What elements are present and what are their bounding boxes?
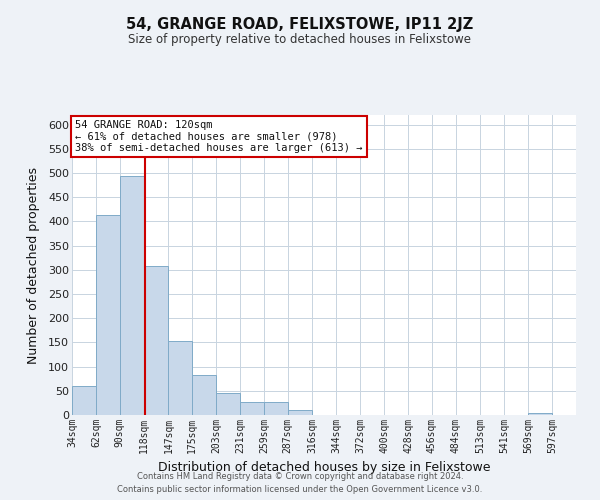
Bar xyxy=(240,402,264,415)
Bar xyxy=(288,410,313,415)
Bar xyxy=(528,412,552,415)
X-axis label: Distribution of detached houses by size in Felixstowe: Distribution of detached houses by size … xyxy=(158,462,490,474)
Bar xyxy=(192,375,216,415)
Text: Contains public sector information licensed under the Open Government Licence v3: Contains public sector information licen… xyxy=(118,485,482,494)
Bar xyxy=(169,342,192,415)
Bar xyxy=(143,266,169,415)
Bar xyxy=(264,402,288,415)
Text: 54, GRANGE ROAD, FELIXSTOWE, IP11 2JZ: 54, GRANGE ROAD, FELIXSTOWE, IP11 2JZ xyxy=(127,18,473,32)
Text: Size of property relative to detached houses in Felixstowe: Size of property relative to detached ho… xyxy=(128,32,472,46)
Y-axis label: Number of detached properties: Number of detached properties xyxy=(27,166,40,364)
Text: Contains HM Land Registry data © Crown copyright and database right 2024.: Contains HM Land Registry data © Crown c… xyxy=(137,472,463,481)
Bar xyxy=(216,392,240,415)
Bar xyxy=(72,386,96,415)
Bar xyxy=(120,176,143,415)
Bar xyxy=(96,215,120,415)
Text: 54 GRANGE ROAD: 120sqm
← 61% of detached houses are smaller (978)
38% of semi-de: 54 GRANGE ROAD: 120sqm ← 61% of detached… xyxy=(76,120,363,153)
